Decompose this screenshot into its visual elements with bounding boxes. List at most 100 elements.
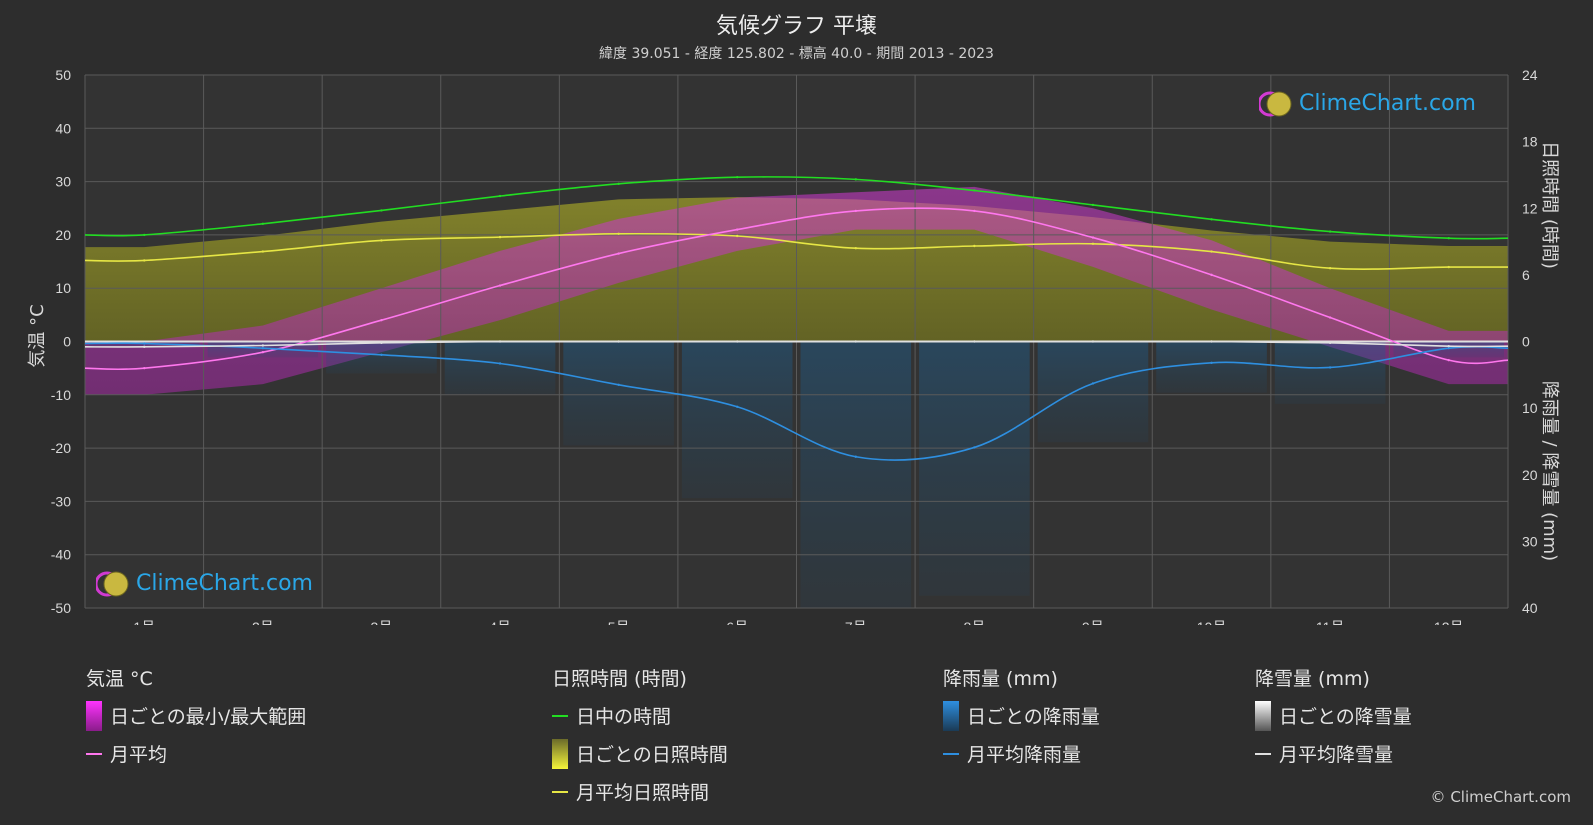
temp-tick-label: -50	[51, 600, 71, 616]
month-label: 3月	[371, 619, 393, 625]
daily-rain-bar	[563, 341, 674, 446]
snow-avg-swatch	[1255, 752, 1271, 755]
copyright: © ClimeChart.com	[1430, 788, 1571, 806]
climate-chart: 50 40 30 20 10 0 -10 -20 -30 -40 -50 24 18 12 6 0 10 20 30…	[51, 67, 1538, 625]
series-point	[1210, 340, 1213, 343]
series-point	[736, 175, 739, 179]
precip-tick-label: 30	[1522, 533, 1538, 549]
legend-snow-avg: 月平均降雪量	[1255, 740, 1393, 767]
series-point	[380, 209, 383, 212]
sun-avg-swatch	[552, 790, 568, 793]
series-point	[1447, 237, 1450, 240]
series-point	[1447, 344, 1450, 348]
legend-sun-daily: 日ごとの日照時間	[552, 738, 728, 771]
series-point	[973, 189, 976, 192]
month-label: 5月	[608, 619, 630, 625]
month-label: 2月	[252, 619, 274, 625]
temp-tick-label: 10	[55, 280, 71, 296]
series-point	[261, 250, 265, 253]
legend-rain-heading: 降雨量 (mm)	[943, 668, 1058, 690]
legend-snow-daily: 日ごとの降雪量	[1255, 700, 1412, 733]
month-label: 7月	[845, 619, 867, 625]
series-point	[1210, 273, 1213, 277]
series-point	[854, 455, 857, 458]
series-point	[143, 233, 146, 237]
series-point	[1210, 218, 1213, 221]
temp-tick-label: -20	[51, 440, 71, 456]
series-point	[617, 182, 620, 186]
series-point	[973, 209, 976, 213]
legend-sun-heading: 日照時間 (時間)	[552, 668, 687, 690]
daily-rain-bar	[800, 341, 912, 608]
month-label: 4月	[489, 619, 511, 625]
precip-tick-label: 10	[1522, 400, 1538, 416]
series-point	[617, 252, 620, 255]
series-point	[973, 340, 976, 343]
logo-text: ClimeChart.com	[136, 571, 313, 596]
daily-rain-bar	[919, 341, 1030, 596]
month-label: 9月	[1082, 619, 1104, 625]
series-point	[1447, 358, 1450, 362]
series-point	[1328, 230, 1332, 233]
logo-text: ClimeChart.com	[1299, 91, 1476, 116]
temp-tick-label: -10	[51, 387, 71, 403]
legend-temp-heading: 気温 °C	[86, 668, 153, 690]
temp-tick-label: 30	[55, 174, 71, 190]
series-point	[1447, 346, 1450, 350]
series-point	[380, 239, 383, 242]
sunshine-tick-label: 18	[1522, 134, 1538, 150]
sunshine-tick-label: 24	[1522, 67, 1538, 83]
series-point	[1328, 316, 1332, 319]
temp-tick-label: 0	[63, 334, 71, 350]
series-line	[84, 342, 1509, 461]
month-label: 11月	[1316, 619, 1345, 625]
precip-tick-label: 40	[1522, 600, 1538, 616]
right-top-axis-title: 日照時間 (時間)	[1539, 141, 1560, 269]
series-point	[1091, 340, 1095, 343]
series-line	[84, 207, 1509, 371]
logo-bottom: ClimeChart.com	[96, 569, 313, 599]
legend-temp-avg: 月平均	[86, 740, 167, 767]
climechart-logo-icon	[1259, 91, 1292, 117]
legend-sun-daylight: 日中の時間	[552, 702, 671, 729]
sunshine-tick-label: 12	[1522, 200, 1538, 216]
series-point	[261, 222, 265, 225]
month-label: 6月	[726, 619, 748, 625]
series-point	[380, 341, 383, 345]
daily-rain-bar	[1274, 341, 1386, 404]
series-line	[84, 232, 1509, 270]
series-point	[1091, 236, 1095, 239]
series-point	[854, 178, 857, 181]
series-point	[617, 232, 620, 235]
legend-rain-avg: 月平均降雨量	[943, 740, 1081, 767]
temp-avg-swatch	[86, 752, 102, 755]
series-line	[84, 340, 1509, 348]
series-point	[973, 446, 976, 449]
series-point	[498, 235, 502, 239]
series-point	[1091, 242, 1095, 245]
daily-rain-swatch	[943, 700, 959, 731]
daily-rain-bar	[1156, 341, 1267, 393]
month-label: 1月	[133, 619, 155, 625]
legend-rain-daily: 日ごとの降雨量	[943, 700, 1100, 733]
legend-snow-heading: 降雪量 (mm)	[1255, 668, 1370, 690]
series-point	[261, 344, 265, 347]
series-point	[736, 405, 739, 408]
right-bottom-axis-title: 降雨量 / 降雪量 (mm)	[1539, 380, 1560, 562]
series-point	[736, 228, 739, 231]
series-point	[736, 340, 739, 343]
series-point	[498, 194, 502, 198]
sunshine-tick-label: 6	[1522, 267, 1530, 283]
series-point	[1328, 267, 1332, 270]
temp-tick-label: -40	[51, 547, 71, 563]
series-point	[1091, 382, 1095, 385]
legend-sun-avg: 月平均日照時間	[552, 778, 709, 805]
series-point	[1328, 366, 1332, 369]
series-point	[854, 209, 857, 213]
series-line	[84, 176, 1509, 240]
month-label: 8月	[963, 619, 985, 625]
series-point	[380, 318, 383, 322]
series-point	[1328, 341, 1332, 345]
series-point	[1091, 203, 1095, 207]
month-label: 10月	[1197, 619, 1227, 625]
